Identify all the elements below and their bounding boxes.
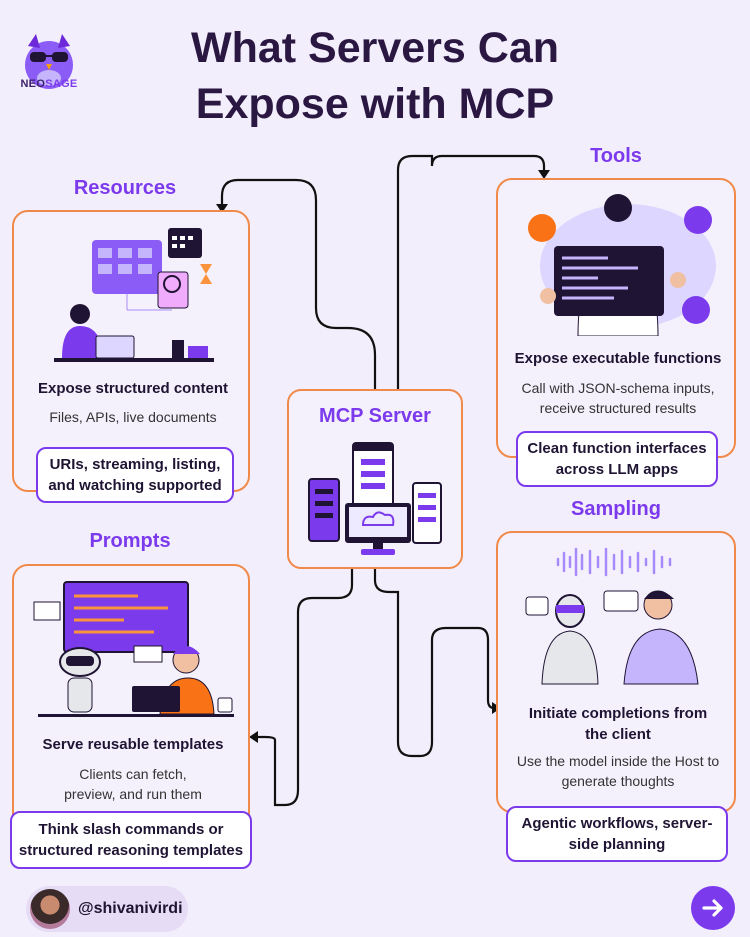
sampling-pill: Agentic workflows, server-side planning xyxy=(506,806,728,862)
prompts-heading: Serve reusable templates xyxy=(42,736,224,753)
prompts-body: Clients can fetch, preview, and run them xyxy=(64,766,202,802)
sampling-heading: Initiate completions from the client xyxy=(528,705,708,743)
handle-text: @shivanivirdi xyxy=(78,900,183,917)
avatar xyxy=(30,889,70,929)
tools-title: Tools xyxy=(590,145,642,167)
owl-logo-icon xyxy=(25,34,73,89)
connector-prompts xyxy=(254,567,354,807)
prompts-card: Serve reusable templates Clients can fet… xyxy=(12,564,250,846)
connector-sampling xyxy=(373,567,496,758)
resources-body: Files, APIs, live documents xyxy=(49,409,217,425)
resources-title: Resources xyxy=(73,177,177,199)
page-title-line1: What Servers Can xyxy=(190,24,560,72)
arrow-right-icon xyxy=(702,899,723,917)
logo-wordmark: NEOSAGE xyxy=(14,78,84,90)
next-button[interactable] xyxy=(691,886,735,930)
server-rack-icon xyxy=(308,442,442,555)
prompts-title: Prompts xyxy=(89,530,171,552)
tools-pill: Clean function interfaces across LLM app… xyxy=(516,431,718,487)
connector-tools xyxy=(396,154,546,391)
arrow-resources xyxy=(216,204,228,213)
mcp-server-box: MCP Server xyxy=(287,389,463,569)
sampling-illustration xyxy=(525,547,699,685)
page-title: What Servers Can Expose with MCP xyxy=(120,20,630,132)
tools-card: Expose executable functions Call with JS… xyxy=(496,178,736,458)
resources-heading: Expose structured content xyxy=(37,380,229,397)
resources-illustration xyxy=(54,228,214,362)
connector-resources xyxy=(220,178,377,391)
tools-heading: Expose executable functions xyxy=(514,350,722,367)
prompts-pill: Think slash commands or structured reaso… xyxy=(10,811,252,869)
page-title-line2: Expose with MCP xyxy=(195,80,555,128)
resources-pill: URIs, streaming, listing, and watching s… xyxy=(36,447,234,503)
sampling-body: Use the model inside the Host to generat… xyxy=(516,753,720,789)
prompts-illustration xyxy=(33,581,234,717)
tools-body: Call with JSON-schema inputs, receive st… xyxy=(521,380,715,416)
logo-text-sage: SAGE xyxy=(45,78,78,90)
author-handle[interactable]: @shivanivirdi xyxy=(26,886,188,932)
sampling-card: Initiate completions from the client Use… xyxy=(496,531,736,813)
logo-text-neo: NEO xyxy=(20,78,46,90)
arrow-tools xyxy=(538,170,550,179)
arrow-prompts xyxy=(249,731,258,743)
resources-card: Expose structured content Files, APIs, l… xyxy=(12,210,250,492)
sampling-title: Sampling xyxy=(570,498,661,520)
tools-illustration xyxy=(528,194,716,336)
mcp-server-title: MCP Server xyxy=(319,405,431,427)
